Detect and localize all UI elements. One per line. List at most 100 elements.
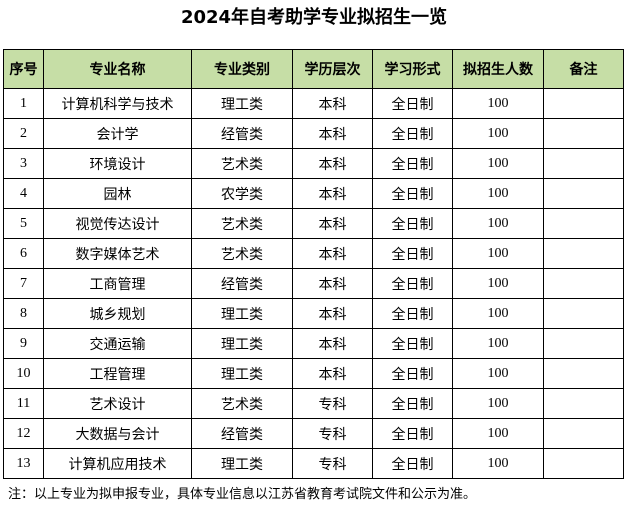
cell-col-remarks (543, 298, 624, 329)
cell-col-major-name: 数字媒体艺术 (43, 238, 192, 269)
cell-col-study-mode: 全日制 (372, 298, 453, 329)
cell-col-remarks (543, 148, 624, 179)
cell-col-major-name: 城乡规划 (43, 298, 192, 329)
table-row: 11 艺术设计 艺术类 专科 全日制 100 (3, 388, 624, 419)
cell-col-major-name: 会计学 (43, 118, 192, 149)
table-row: 9 交通运输 理工类 本科 全日制 100 (3, 328, 624, 359)
cell-col-major-name: 计算机应用技术 (43, 448, 192, 479)
cell-col-remarks (543, 118, 624, 149)
cell-col-major-name: 环境设计 (43, 148, 192, 179)
cell-col-major-name: 工程管理 (43, 358, 192, 389)
cell-col-level: 专科 (292, 418, 373, 449)
cell-col-index: 13 (3, 448, 44, 479)
header-col-level: 学历层次 (292, 49, 373, 89)
cell-col-index: 1 (3, 88, 44, 119)
cell-col-level: 专科 (292, 448, 373, 479)
table-row: 7 工商管理 经管类 本科 全日制 100 (3, 268, 624, 299)
cell-col-planned-count: 100 (452, 208, 544, 239)
cell-col-study-mode: 全日制 (372, 208, 453, 239)
cell-col-category: 经管类 (191, 118, 293, 149)
table-row: 1 计算机科学与技术 理工类 本科 全日制 100 (3, 88, 624, 119)
cell-col-planned-count: 100 (452, 238, 544, 269)
cell-col-remarks (543, 328, 624, 359)
cell-col-study-mode: 全日制 (372, 358, 453, 389)
cell-col-planned-count: 100 (452, 268, 544, 299)
cell-col-index: 4 (3, 178, 44, 209)
cell-col-major-name: 计算机科学与技术 (43, 88, 192, 119)
cell-col-remarks (543, 358, 624, 389)
cell-col-category: 艺术类 (191, 238, 293, 269)
cell-col-planned-count: 100 (452, 118, 544, 149)
cell-col-remarks (543, 418, 624, 449)
table-row: 3 环境设计 艺术类 本科 全日制 100 (3, 148, 624, 179)
header-col-category: 专业类别 (191, 49, 293, 89)
cell-col-major-name: 艺术设计 (43, 388, 192, 419)
table-row: 10 工程管理 理工类 本科 全日制 100 (3, 358, 624, 389)
table-row: 13 计算机应用技术 理工类 专科 全日制 100 (3, 448, 624, 479)
footnote: 注：以上专业为拟申报专业，具体专业信息以江苏省教育考试院文件和公示为准。 (8, 487, 477, 502)
cell-col-category: 经管类 (191, 268, 293, 299)
cell-col-level: 本科 (292, 358, 373, 389)
cell-col-study-mode: 全日制 (372, 328, 453, 359)
cell-col-category: 经管类 (191, 418, 293, 449)
cell-col-study-mode: 全日制 (372, 118, 453, 149)
cell-col-major-name: 工商管理 (43, 268, 192, 299)
cell-col-category: 农学类 (191, 178, 293, 209)
cell-col-category: 艺术类 (191, 208, 293, 239)
cell-col-index: 7 (3, 268, 44, 299)
cell-col-level: 本科 (292, 268, 373, 299)
cell-col-level: 本科 (292, 238, 373, 269)
header-col-planned-count: 拟招生人数 (452, 49, 544, 89)
table-row: 6 数字媒体艺术 艺术类 本科 全日制 100 (3, 238, 624, 269)
cell-col-category: 理工类 (191, 328, 293, 359)
cell-col-level: 本科 (292, 328, 373, 359)
cell-col-study-mode: 全日制 (372, 418, 453, 449)
header-col-study-mode: 学习形式 (372, 49, 453, 89)
header-col-remarks: 备注 (543, 49, 624, 89)
cell-col-index: 8 (3, 298, 44, 329)
cell-col-study-mode: 全日制 (372, 88, 453, 119)
cell-col-study-mode: 全日制 (372, 448, 453, 479)
table-row: 8 城乡规划 理工类 本科 全日制 100 (3, 298, 624, 329)
cell-col-major-name: 视觉传达设计 (43, 208, 192, 239)
page-title: 2024年自考助学专业拟招生一览 (180, 7, 448, 28)
cell-col-index: 10 (3, 358, 44, 389)
cell-col-level: 本科 (292, 118, 373, 149)
cell-col-remarks (543, 388, 624, 419)
cell-col-category: 理工类 (191, 88, 293, 119)
cell-col-level: 本科 (292, 148, 373, 179)
cell-col-level: 本科 (292, 208, 373, 239)
cell-col-planned-count: 100 (452, 328, 544, 359)
cell-col-planned-count: 100 (452, 388, 544, 419)
cell-col-planned-count: 100 (452, 298, 544, 329)
cell-col-remarks (543, 208, 624, 239)
enrollment-table: 序号 专业名称 专业类别 学历层次 学习形式 拟招生人数 备注 1 计算机科学与技术 理工类 本科… (3, 49, 624, 479)
cell-col-index: 5 (3, 208, 44, 239)
cell-col-level: 本科 (292, 178, 373, 209)
cell-col-remarks (543, 268, 624, 299)
cell-col-planned-count: 100 (452, 88, 544, 119)
cell-col-study-mode: 全日制 (372, 238, 453, 269)
header-col-index: 序号 (3, 49, 44, 89)
cell-col-level: 本科 (292, 88, 373, 119)
cell-col-category: 理工类 (191, 358, 293, 389)
table-header-row: 序号 专业名称 专业类别 学历层次 学习形式 拟招生人数 备注 (3, 49, 624, 89)
cell-col-planned-count: 100 (452, 418, 544, 449)
cell-col-level: 专科 (292, 388, 373, 419)
cell-col-major-name: 大数据与会计 (43, 418, 192, 449)
cell-col-remarks (543, 448, 624, 479)
cell-col-index: 2 (3, 118, 44, 149)
cell-col-category: 艺术类 (191, 388, 293, 419)
cell-col-study-mode: 全日制 (372, 388, 453, 419)
cell-col-study-mode: 全日制 (372, 148, 453, 179)
table-row: 4 园林 农学类 本科 全日制 100 (3, 178, 624, 209)
cell-col-category: 理工类 (191, 298, 293, 329)
cell-col-major-name: 园林 (43, 178, 192, 209)
cell-col-study-mode: 全日制 (372, 268, 453, 299)
cell-col-index: 6 (3, 238, 44, 269)
cell-col-remarks (543, 178, 624, 209)
cell-col-planned-count: 100 (452, 148, 544, 179)
table-row: 2 会计学 经管类 本科 全日制 100 (3, 118, 624, 149)
cell-col-category: 艺术类 (191, 148, 293, 179)
cell-col-index: 3 (3, 148, 44, 179)
